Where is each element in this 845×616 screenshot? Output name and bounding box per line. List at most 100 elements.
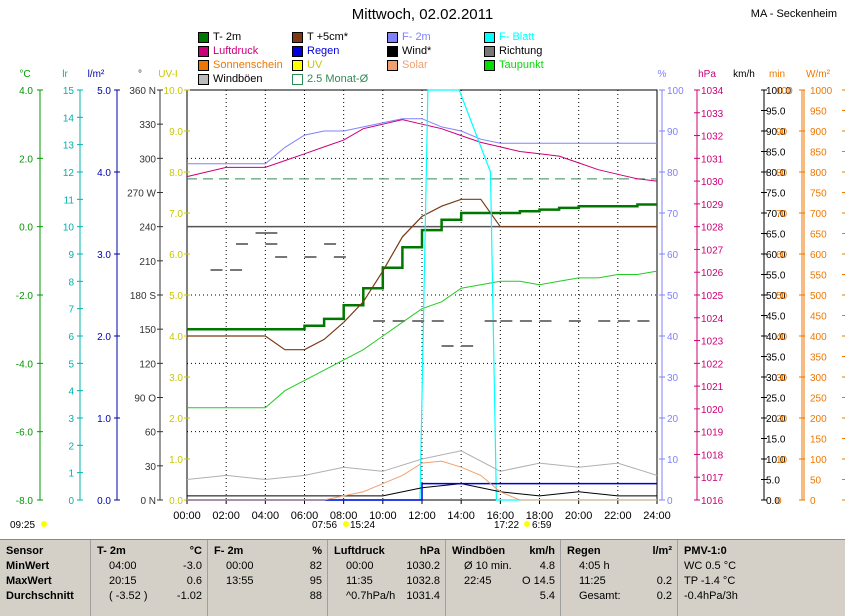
stats-column: F- 2m% 00:00 82 13:55 95 88 <box>207 540 328 616</box>
axis-unit-label: °C <box>19 69 30 80</box>
series-t-2m <box>187 203 657 331</box>
stats-row: ^0.7hPa/h 1031.4 <box>328 589 446 604</box>
legend-label: T +5cm* <box>307 31 349 43</box>
stats-value: -3.0 <box>183 560 202 572</box>
axis-tick-label: 350 <box>810 353 827 364</box>
stats-row: WC 0.5 °C <box>678 559 798 574</box>
axis-tick-label: 450 <box>810 312 827 323</box>
axis-tick-label: 11 <box>64 195 75 206</box>
axis-tick-label: 90 O <box>134 394 156 405</box>
stats-cell: -0.4hPa/3h <box>684 590 738 602</box>
axis-tick-label: 1022 <box>701 359 724 370</box>
stats-header: T- 2m °C <box>91 544 208 559</box>
legend-swatch <box>484 59 495 71</box>
axis-tick-label: 100 <box>810 455 827 466</box>
stats-row: 22:45 O 14.5 <box>446 574 561 589</box>
stats-header: Regen l/m² <box>561 544 678 559</box>
axis-tick-label: 30 <box>145 462 157 473</box>
sun-marker-set <box>524 521 530 527</box>
legend-item: Regen <box>292 45 339 57</box>
stats-value: 88 <box>309 590 322 602</box>
axis-tick-label: 10.0 <box>164 86 184 97</box>
legend-item: Sonnenschein <box>198 59 283 71</box>
stats-cell: ^0.7hPa/h <box>346 590 396 602</box>
axis-tick-label: 60 <box>145 428 157 439</box>
axis-tick-label: 14 <box>63 113 75 124</box>
wind-direction-mark <box>412 320 425 322</box>
axis-tick-label: 85.0 <box>766 148 786 159</box>
legend-swatch <box>387 59 398 71</box>
axis-tick-label: 20.0 <box>766 414 786 425</box>
axis-tick-label: 0.0 <box>19 223 33 234</box>
axis-unit-label: W/m² <box>806 69 831 80</box>
time-tick-label: 16:00 <box>487 510 515 522</box>
axis-tick-label: 70 <box>776 209 788 220</box>
wind-direction-mark <box>500 320 513 322</box>
legend-label: Solar <box>402 59 428 71</box>
axis-tick-label: 1026 <box>701 268 724 279</box>
stats-value: 1031.4 <box>406 590 440 602</box>
time-tick-label: 24:00 <box>643 510 671 522</box>
stats-row: 13:55 95 <box>208 574 328 589</box>
axis-tick-label: -6.0 <box>16 428 34 439</box>
legend-item: T +5cm* <box>292 31 348 43</box>
axis-tick-label: 210 <box>139 257 156 268</box>
axis-tick-label: 0 N <box>140 496 156 507</box>
time-tick-label: 14:00 <box>447 510 475 522</box>
wind-direction-mark <box>265 243 278 245</box>
wind-direction-mark <box>210 269 223 271</box>
stats-header: PMV-1:0 <box>678 544 798 559</box>
axis-tick-label: 75.0 <box>766 189 786 200</box>
stats-column: PMV-1:0 WC 0.5 °C TP -1.4 °C -0.4hPa/3h <box>677 540 798 616</box>
axis-tick-label: 0 <box>810 496 816 507</box>
axis-tick-label: 1017 <box>701 473 724 484</box>
legend-label: Regen <box>307 45 340 57</box>
legend-label: 2.5 Monat-Ø <box>307 73 369 85</box>
axis-tick-label: 1.0 <box>169 455 183 466</box>
legend-swatch <box>198 59 209 71</box>
stats-header: Sensor <box>0 544 90 559</box>
axis-tick-label: 3.0 <box>169 373 183 384</box>
axis-unit-label: % <box>658 69 667 80</box>
stats-header-unit: °C <box>189 545 202 557</box>
axis-tick-label: 1023 <box>701 337 724 348</box>
axis-tick-label: 900 <box>810 127 827 138</box>
stats-header-name: F- 2m <box>214 545 244 557</box>
legend-label: F- Blatt <box>499 31 535 43</box>
axis-tick-label: 60.0 <box>766 250 786 261</box>
axis-tick-label: 800 <box>810 168 827 179</box>
axis-tick-label: 15 <box>63 86 75 97</box>
stats-header-unit: km/h <box>529 545 555 557</box>
axis-tick-label: 60 <box>776 250 788 261</box>
axis-tick-label: 2.0 <box>19 154 33 165</box>
axis-tick-label: 50 <box>810 476 822 487</box>
axis-tick-label: 30.0 <box>766 373 786 384</box>
wind-direction-mark <box>598 320 611 322</box>
stats-header-unit: l/m² <box>652 545 672 557</box>
stats-column: T- 2m °C 04:00 -3.0 20:15 0.6 ( -3.52 ) -1.02 <box>90 540 208 616</box>
legend-swatch <box>198 45 209 57</box>
moon-marker <box>41 521 47 527</box>
axis-tick-label: 1016 <box>701 496 724 507</box>
legend-label: Sonnenschein <box>213 59 283 71</box>
legend-item: Windböen <box>198 73 263 85</box>
legend-label: Windböen <box>213 73 263 85</box>
stats-header-unit: hPa <box>419 545 440 557</box>
wind-direction-mark <box>304 256 317 258</box>
axis-tick-label: 20 <box>667 414 679 425</box>
axis-tick-label: 6 <box>68 332 74 343</box>
wind-direction-mark <box>373 320 386 322</box>
axis-tick-label: 80.0 <box>766 168 786 179</box>
axis-tick-label: 400 <box>810 332 827 343</box>
axis-tick-label: 10 <box>776 455 788 466</box>
time-tick-label: 04:00 <box>252 510 280 522</box>
time-tick-label: 10:00 <box>369 510 397 522</box>
stats-row: 20:15 0.6 <box>91 574 208 589</box>
stats-row: ( -3.52 ) -1.02 <box>91 589 208 604</box>
stats-value: 0.6 <box>186 575 202 587</box>
legend-item: F- 2m <box>387 31 431 43</box>
legend-swatch <box>387 45 398 57</box>
axis-tick-label: 5 <box>68 359 74 370</box>
wind-direction-mark <box>392 320 405 322</box>
stats-header: F- 2m% <box>208 544 328 559</box>
